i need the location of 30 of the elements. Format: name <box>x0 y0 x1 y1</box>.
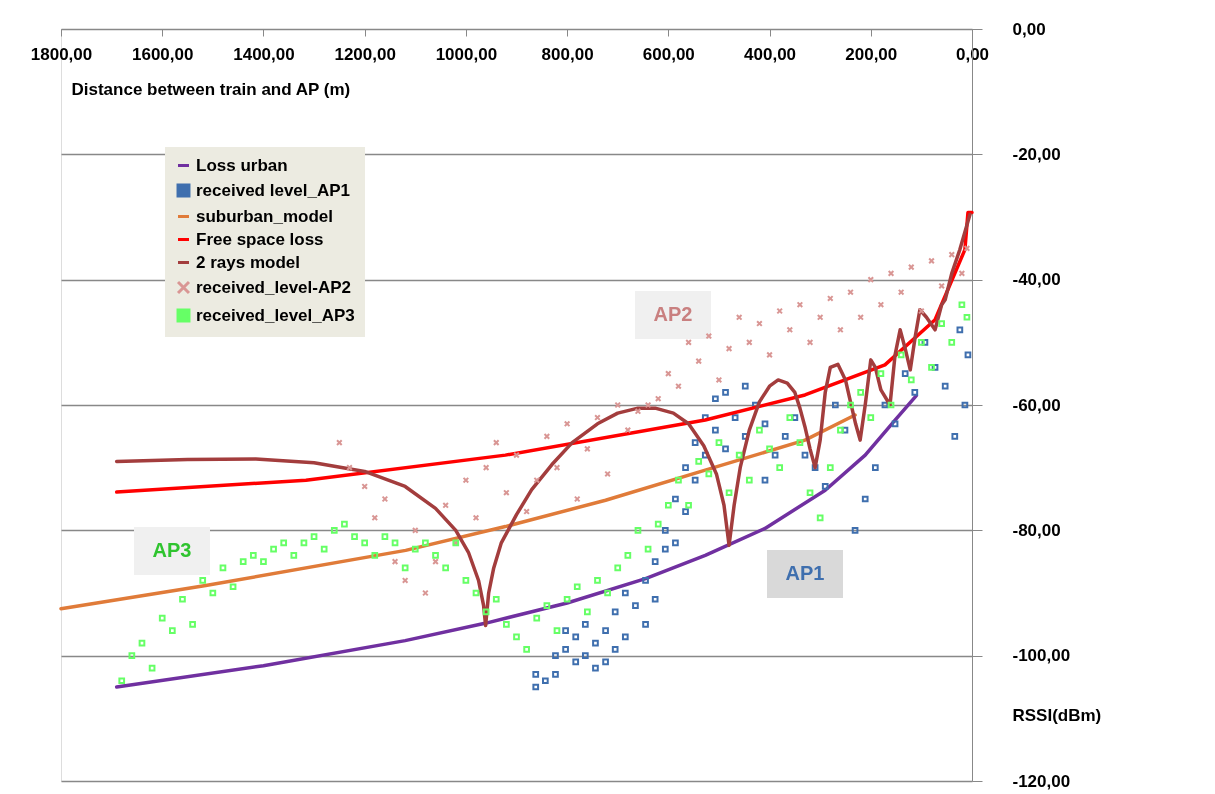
annotation: AP2 <box>653 303 693 325</box>
y-tick-label: -100,00 <box>1012 646 1071 666</box>
x-tick-label: 1600,00 <box>132 44 194 64</box>
y-axis-title: RSSI(dBm) <box>1012 706 1102 726</box>
legend-label: 2 rays model <box>196 252 300 272</box>
y-tick-label: -80,00 <box>1012 520 1061 540</box>
x-tick-label: 1400,00 <box>233 44 295 64</box>
x-tick-label: 800,00 <box>541 44 594 64</box>
legend-label: suburban_model <box>196 206 333 226</box>
x-tick-label: 200,00 <box>845 44 898 64</box>
line-series <box>59 413 857 611</box>
y-tick-label: -20,00 <box>1012 144 1061 164</box>
x-tick-label: 1200,00 <box>334 44 396 64</box>
legend-label: received level_AP1 <box>196 180 351 200</box>
x-tick-label: 400,00 <box>744 44 797 64</box>
y-tick-label: 0,00 <box>1012 19 1046 39</box>
legend-label: Loss urban <box>196 155 288 175</box>
legend-label: received_level-AP2 <box>196 277 351 297</box>
x-tick-label: 600,00 <box>642 44 695 64</box>
legend-label: Free space loss <box>196 229 324 249</box>
annotation: AP3 <box>152 539 192 561</box>
x-axis-title: Distance between train and AP (m) <box>71 79 351 99</box>
line-series <box>114 212 972 628</box>
y-tick-label: -120,00 <box>1012 771 1071 791</box>
annotation: AP1 <box>785 562 825 584</box>
y-tick-label: -60,00 <box>1012 395 1061 415</box>
x-tick-label: 1800,00 <box>30 44 93 64</box>
legend-label: received_level_AP3 <box>196 305 355 325</box>
x-tick-label: 1000,00 <box>435 44 498 64</box>
y-tick-label: -40,00 <box>1012 270 1061 290</box>
